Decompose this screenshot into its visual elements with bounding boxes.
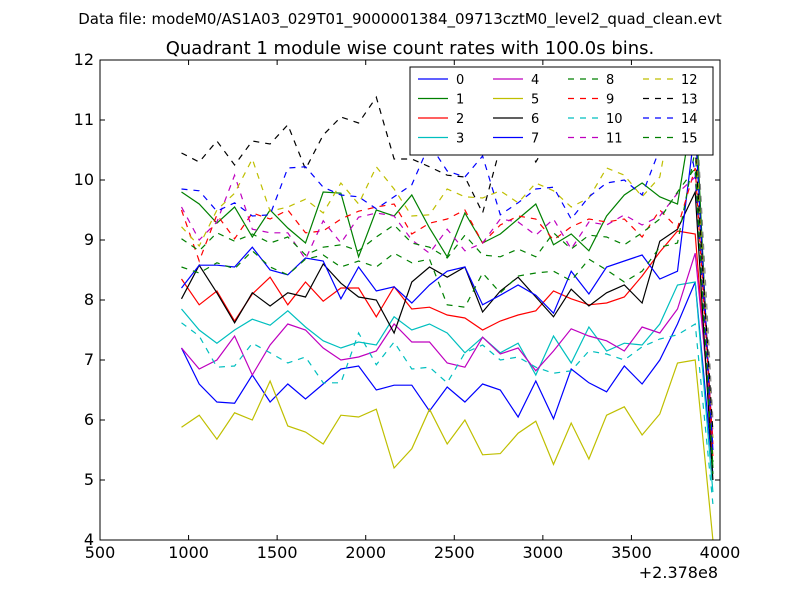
y-tick-label: 5	[84, 470, 94, 489]
series-line-7	[181, 125, 714, 451]
axis-ticks: 500 1000 1500 2000 2500 3000 3500 4000456789101…	[74, 50, 741, 562]
legend-label-6: 6	[531, 112, 539, 127]
x-tick-label: 1500	[257, 543, 298, 562]
series-line-9	[180, 167, 714, 445]
series-line-11	[180, 173, 714, 433]
series-line-10	[181, 322, 714, 505]
y-tick-label: 7	[84, 350, 94, 369]
y-tick-label: 6	[84, 410, 94, 429]
series-layer	[180, 69, 714, 541]
y-tick-label: 12	[74, 50, 94, 69]
y-tick-label: 10	[74, 170, 94, 189]
legend-label-13: 13	[681, 93, 698, 108]
legend-label-7: 7	[531, 132, 539, 147]
chart-title: Quadrant 1 module wise count rates with …	[166, 38, 655, 59]
legend-label-5: 5	[531, 93, 539, 108]
x-axis-offset-label: +2.378e8	[639, 563, 718, 582]
legend-label-2: 2	[456, 112, 464, 127]
series-line-5	[181, 359, 714, 541]
y-tick-label: 9	[84, 230, 94, 249]
series-line-3	[181, 281, 714, 493]
series-line-2	[181, 230, 714, 457]
series-line-6	[180, 189, 714, 481]
legend-label-8: 8	[606, 73, 614, 88]
legend-label-1: 1	[456, 93, 464, 108]
legend-label-12: 12	[681, 73, 698, 88]
figure-supertitle: Data file: modeM0/AS1A03_029T01_90000013…	[78, 10, 722, 29]
legend-label-14: 14	[681, 112, 698, 127]
series-line-15	[181, 166, 714, 475]
y-tick-label: 4	[84, 530, 94, 549]
legend-label-10: 10	[606, 112, 623, 127]
series-line-0	[180, 281, 714, 475]
x-tick-label: 4000	[700, 543, 741, 562]
x-tick-label: 500	[85, 543, 116, 562]
legend-label-9: 9	[606, 93, 614, 108]
legend-label-3: 3	[456, 132, 464, 147]
x-tick-label: 3000	[522, 543, 563, 562]
series-line-4	[181, 253, 714, 439]
legend-label-15: 15	[681, 132, 698, 147]
y-tick-label: 11	[74, 110, 94, 129]
legend-label-11: 11	[606, 132, 623, 147]
x-tick-label: 2500	[434, 543, 475, 562]
series-line-12	[181, 78, 714, 439]
series-line-14	[181, 74, 714, 451]
y-tick-label: 8	[84, 290, 94, 309]
legend-label-4: 4	[531, 73, 539, 88]
series-line-8	[181, 149, 714, 463]
x-tick-label: 3500	[611, 543, 652, 562]
legend-box	[409, 66, 714, 156]
legend-label-0: 0	[456, 73, 464, 88]
x-tick-label: 2000	[345, 543, 386, 562]
x-tick-label: 1000	[168, 543, 209, 562]
